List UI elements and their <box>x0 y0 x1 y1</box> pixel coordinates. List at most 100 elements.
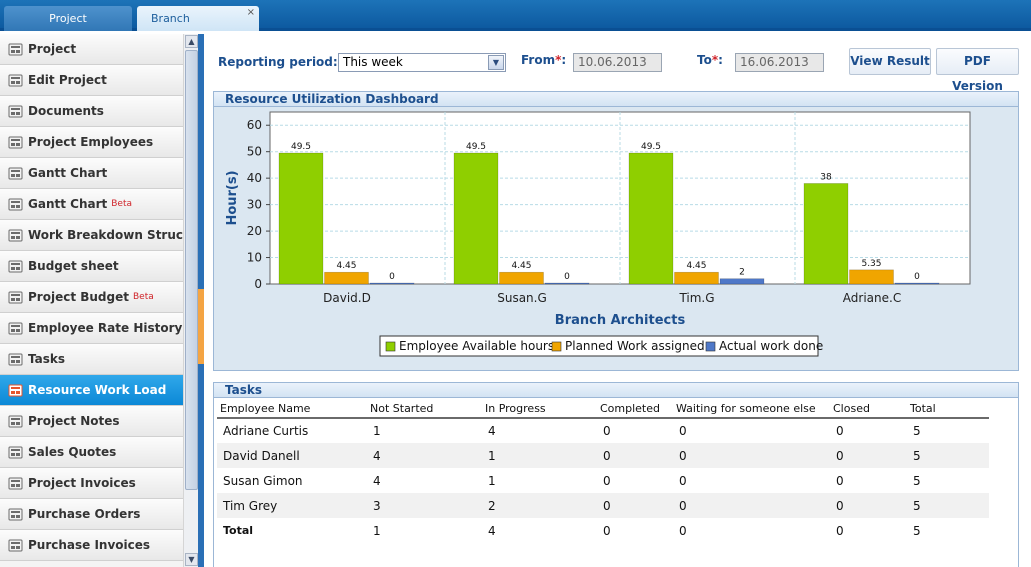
sidebar-scrollbar[interactable]: ▲ ▼ <box>183 34 198 567</box>
table-cell: 1 <box>488 473 496 488</box>
table-row[interactable]: Susan Gimon 4 1 0 0 0 5 <box>217 468 989 493</box>
sidebar-item-purchase-orders[interactable]: Purchase Orders <box>0 499 183 530</box>
total-cell: 0 <box>679 523 687 538</box>
sidebar-item-employees[interactable]: Project Employees <box>0 127 183 158</box>
gantt-icon <box>8 198 23 211</box>
table-cell: 4 <box>488 424 496 438</box>
main-content: Reporting period: This week ▼ From*: 10.… <box>204 34 1031 567</box>
panel-splitter[interactable] <box>198 34 204 567</box>
table-cell: 5 <box>913 473 921 488</box>
bar-employee-available-hours <box>803 183 849 285</box>
project-icon <box>8 43 23 56</box>
notes-icon <box>8 415 23 428</box>
sidebar-item-rate-history[interactable]: Employee Rate History <box>0 313 183 344</box>
sidebar-item-label: Tasks <box>28 352 66 366</box>
column-header[interactable]: Completed <box>597 400 673 419</box>
required-mark: * <box>711 53 719 67</box>
tab-project-management[interactable]: Project Management <box>4 6 132 50</box>
table-row[interactable]: Tim Grey 3 2 0 0 0 5 <box>217 493 989 518</box>
table-row[interactable]: Adriane Curtis 1 4 0 0 0 5 <box>217 418 989 443</box>
table-cell: 0 <box>836 473 844 488</box>
reporting-period-value: This week <box>343 55 403 69</box>
y-tick-label: 60 <box>247 118 262 132</box>
column-header[interactable]: In Progress <box>482 400 597 419</box>
sidebar-item-documents[interactable]: Documents <box>0 96 183 127</box>
data-label: 5.35 <box>861 259 881 269</box>
view-result-button[interactable]: View Result <box>849 48 931 75</box>
documents-icon <box>8 105 23 118</box>
x-tick-label: Tim.G <box>678 291 714 305</box>
y-tick-label: 50 <box>247 145 262 159</box>
x-tick-label: Susan.G <box>497 291 547 305</box>
sidebar-item-label: Budget sheet <box>28 259 119 273</box>
pdf-version-button[interactable]: PDF Version <box>936 48 1019 93</box>
column-header[interactable]: Employee Name <box>217 400 367 419</box>
sidebar-item-label: Project Invoices <box>28 476 136 490</box>
sidebar-item-gantt[interactable]: Gantt Chart <box>0 158 183 189</box>
sidebar-item-budget[interactable]: Budget sheet <box>0 251 183 282</box>
sidebar-item-project[interactable]: Project <box>0 34 183 65</box>
data-label: 0 <box>389 272 395 282</box>
tab-branch-architects[interactable]: Branch Architects × <box>137 6 259 50</box>
sidebar-item-tasks[interactable]: Tasks <box>0 344 183 375</box>
required-mark: * <box>555 53 562 67</box>
sidebar-item-invoices[interactable]: Project Invoices <box>0 468 183 499</box>
scroll-up-icon[interactable]: ▲ <box>185 35 198 48</box>
table-cell: 5 <box>907 493 989 518</box>
to-date-field[interactable]: 16.06.2013 <box>735 53 824 72</box>
bar-actual-work-done <box>894 282 940 285</box>
sidebar-item-label: Sales Quotes <box>28 445 117 459</box>
column-header[interactable]: Not Started <box>367 400 482 419</box>
from-label-text: From <box>521 53 556 67</box>
workload-icon <box>8 384 23 397</box>
table-cell: 0 <box>679 424 687 438</box>
sidebar-item-gantt[interactable]: Gantt Chart Beta <box>0 189 183 220</box>
table-row[interactable]: David Danell 4 1 0 0 0 5 <box>217 443 989 468</box>
beta-badge: Beta <box>132 292 154 302</box>
budget-icon <box>8 260 23 273</box>
data-label: 49.5 <box>641 142 661 152</box>
scroll-down-icon[interactable]: ▼ <box>185 553 198 566</box>
bar-employee-available-hours <box>278 152 324 285</box>
table-cell: 1 <box>482 443 597 468</box>
sidebar-item-workload[interactable]: Resource Work Load <box>0 375 183 406</box>
sidebar-item-label: Work Breakdown Structure <box>28 228 183 242</box>
sidebar-item-purchase-invoices[interactable]: Purchase Invoices <box>0 530 183 561</box>
wbs-icon <box>8 229 23 242</box>
column-header[interactable]: Total <box>907 400 989 419</box>
sidebar-item-label: Project Employees <box>28 135 154 149</box>
from-colon: : <box>561 53 567 67</box>
gantt-icon <box>8 167 23 180</box>
total-cell: 5 <box>913 523 921 538</box>
close-tab-icon[interactable]: × <box>246 7 255 18</box>
bar-planned-work-assigned <box>499 271 544 285</box>
sidebar-item-budget[interactable]: Project Budget Beta <box>0 282 183 313</box>
table-cell: 4 <box>373 473 381 488</box>
table-cell: 0 <box>603 473 611 488</box>
total-row: Total 1 4 0 0 0 5 <box>217 518 989 543</box>
sidebar-item-quotes[interactable]: Sales Quotes <box>0 437 183 468</box>
bar-employee-available-hours <box>628 152 674 285</box>
y-tick-label: 40 <box>247 171 262 185</box>
quotes-icon <box>8 446 23 459</box>
sidebar-item-label: Project <box>28 42 77 56</box>
column-header[interactable]: Waiting for someone else <box>673 400 830 419</box>
employees-icon <box>8 136 23 149</box>
column-header[interactable]: Closed <box>830 400 907 419</box>
data-label: 0 <box>914 272 920 282</box>
chevron-down-icon[interactable]: ▼ <box>488 55 504 70</box>
collapse-handle[interactable] <box>198 289 204 364</box>
tasks-header-row: Employee Name Not Started In Progress Compl… <box>217 400 989 419</box>
data-label: 38 <box>820 172 832 182</box>
y-tick-label: 30 <box>247 198 262 212</box>
total-cell: 0 <box>603 523 611 538</box>
from-label: From*: <box>521 53 566 67</box>
sidebar-item-notes[interactable]: Project Notes <box>0 406 183 437</box>
sidebar-item-label: Purchase Invoices <box>28 538 151 552</box>
sidebar-item-edit[interactable]: Edit Project <box>0 65 183 96</box>
reporting-period-select[interactable]: This week ▼ <box>338 53 506 72</box>
from-date-field[interactable]: 10.06.2013 <box>573 53 662 72</box>
sidebar-item-wbs[interactable]: Work Breakdown Structure <box>0 220 183 251</box>
scrollbar-thumb[interactable] <box>185 50 198 490</box>
